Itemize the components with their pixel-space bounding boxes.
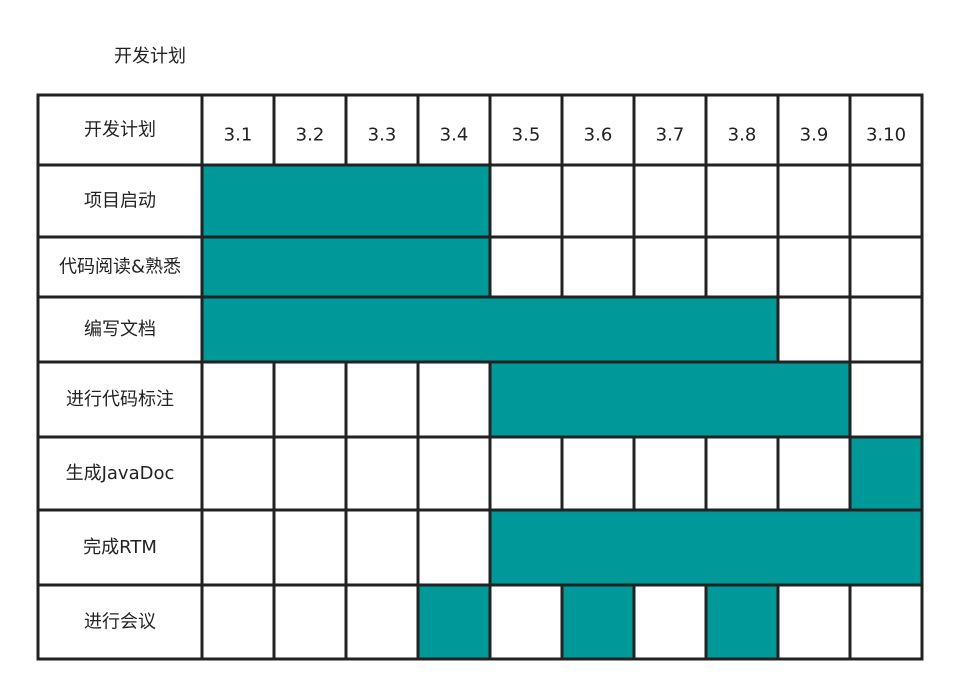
task-label: 代码阅读&熟悉 xyxy=(59,257,181,278)
task-label: 项目启动 xyxy=(84,191,156,212)
task-bar xyxy=(488,508,924,587)
grid-cell xyxy=(704,435,780,512)
task-name-cell xyxy=(36,435,204,512)
task-bar xyxy=(848,435,924,512)
grid-cell xyxy=(776,235,852,299)
grid-cell xyxy=(632,435,708,512)
grid-cell xyxy=(416,360,492,439)
task-label: 进行代码标注 xyxy=(66,389,174,410)
task-bar xyxy=(704,583,780,661)
period-label: 3.9 xyxy=(800,125,829,146)
header-corner-label: 开发计划 xyxy=(84,120,156,141)
grid-cell xyxy=(200,508,276,587)
task-label: 完成RTM xyxy=(83,537,157,558)
grid-cell xyxy=(776,583,852,661)
grid-cell xyxy=(704,235,780,299)
grid-cell xyxy=(632,235,708,299)
grid-cell xyxy=(632,583,708,661)
task-name-cell xyxy=(36,508,204,587)
period-label: 3.7 xyxy=(656,125,685,146)
page-title: 开发计划 xyxy=(114,46,186,67)
task-label: 编写文档 xyxy=(84,319,156,340)
grid-cell xyxy=(848,235,924,299)
grid-cell xyxy=(416,508,492,587)
period-label: 3.5 xyxy=(512,125,541,146)
task-bar xyxy=(200,235,492,299)
grid-cell xyxy=(488,435,564,512)
period-header-cell xyxy=(488,93,564,167)
task-label: 生成JavaDoc xyxy=(66,463,175,484)
task-name-cell xyxy=(36,360,204,439)
grid-cell xyxy=(776,435,852,512)
task-bar xyxy=(200,163,492,239)
period-label: 3.4 xyxy=(440,125,469,146)
grid-cell xyxy=(848,163,924,239)
task-bar xyxy=(488,360,852,439)
grid-cell xyxy=(272,435,348,512)
grid-cell xyxy=(344,583,420,661)
grid-cell xyxy=(488,235,564,299)
task-label: 进行会议 xyxy=(84,612,156,633)
period-header-cell xyxy=(704,93,780,167)
task-bar xyxy=(200,295,780,364)
grid-cell xyxy=(200,435,276,512)
grid-cell xyxy=(344,360,420,439)
grid-cell xyxy=(560,435,636,512)
grid-cell xyxy=(776,163,852,239)
task-bar xyxy=(416,583,492,661)
period-label: 3.3 xyxy=(368,125,397,146)
grid-cell xyxy=(344,508,420,587)
grid-cell xyxy=(200,583,276,661)
period-label: 3.10 xyxy=(866,125,906,146)
grid-cell xyxy=(848,583,924,661)
grid-cell xyxy=(272,583,348,661)
grid-cell xyxy=(344,435,420,512)
period-label: 3.6 xyxy=(584,125,613,146)
grid-cell xyxy=(632,163,708,239)
grid-cell xyxy=(488,163,564,239)
grid-cell xyxy=(704,163,780,239)
grid-cell xyxy=(848,360,924,439)
grid-cell xyxy=(776,295,852,364)
grid-cell xyxy=(272,360,348,439)
period-label: 3.8 xyxy=(728,125,757,146)
period-header-cell xyxy=(560,93,636,167)
grid-cell xyxy=(488,583,564,661)
task-name-cell xyxy=(36,583,204,661)
period-label: 3.2 xyxy=(296,125,325,146)
grid-cell xyxy=(560,235,636,299)
grid-cell xyxy=(848,295,924,364)
period-header-cell xyxy=(848,93,924,167)
period-label: 3.1 xyxy=(224,125,253,146)
grid-cell xyxy=(560,163,636,239)
grid-cell xyxy=(416,435,492,512)
grid-cell xyxy=(200,360,276,439)
task-bar xyxy=(560,583,636,661)
grid-cell xyxy=(272,508,348,587)
